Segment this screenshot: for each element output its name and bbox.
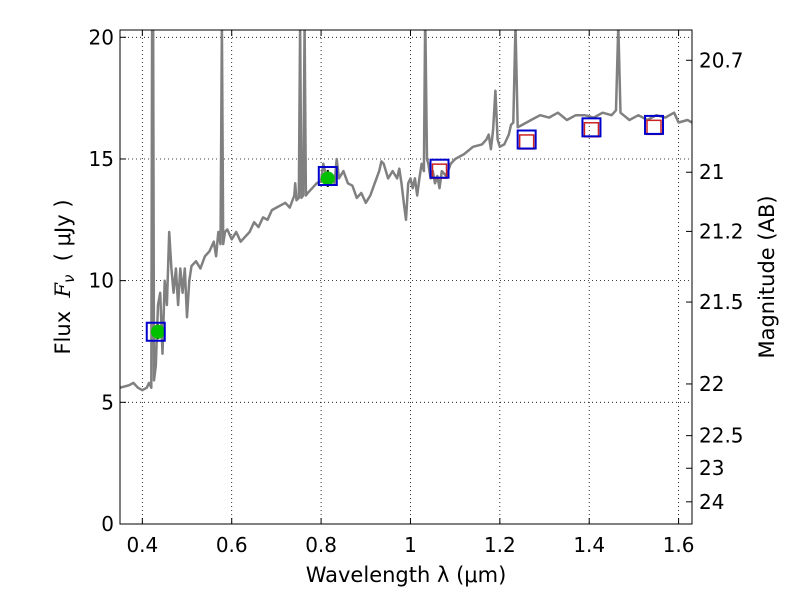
model-photometry-blue xyxy=(429,158,450,179)
x-tick-label: 1.2 xyxy=(484,533,516,557)
grid xyxy=(120,30,692,525)
model-photometry-red xyxy=(646,119,662,136)
y2-tick-label: 22 xyxy=(699,372,724,396)
model-photometry-blue xyxy=(644,114,665,135)
observed-point xyxy=(320,171,335,186)
y-tick-label: 20 xyxy=(89,25,114,49)
y2-tick-label: 24 xyxy=(699,490,724,514)
axis-ticks: 0.4 0.6 0.8 1 1.2 1.4 1.6 0 5 10 15 20 20.7 21 21.2 21.… xyxy=(89,25,744,557)
model-photometry-blue xyxy=(516,129,537,150)
x-tick-label: 1 xyxy=(404,533,417,557)
model-photometry-blue xyxy=(317,166,338,187)
x-axis-label: Wavelength λ (μm) xyxy=(306,563,507,587)
y-tick-label: 0 xyxy=(101,512,114,536)
y2-tick-label: 22.5 xyxy=(699,424,744,448)
observed-point xyxy=(150,324,165,339)
model-photometry-red xyxy=(583,122,600,138)
model-photometry-blue xyxy=(581,117,602,138)
plot-area xyxy=(120,30,692,392)
y-axis-label: Flux Fν ( μJy ) xyxy=(51,199,78,354)
y2-tick-label: 23 xyxy=(699,456,724,480)
plot-frame xyxy=(119,29,693,525)
x-tick-label: 1.6 xyxy=(663,533,695,557)
x-tick-label: 1.4 xyxy=(573,533,605,557)
x-tick-label: 0.6 xyxy=(216,533,248,557)
model-photometry-blue xyxy=(145,321,166,342)
y2-tick-label: 21 xyxy=(699,160,724,184)
y-tick-label: 15 xyxy=(89,147,114,171)
y-tick-label: 5 xyxy=(101,390,114,414)
x-tick-label: 0.4 xyxy=(126,533,158,557)
y2-tick-label: 20.7 xyxy=(699,48,744,72)
y-tick-label: 10 xyxy=(89,269,114,293)
y2-tick-label: 21.5 xyxy=(699,290,744,314)
x-tick-label: 0.8 xyxy=(305,533,337,557)
y2-axis-label: Magnitude (AB) xyxy=(755,195,779,358)
y2-tick-label: 21.2 xyxy=(699,219,744,243)
model-photometry-red xyxy=(518,134,535,150)
spectrum-line xyxy=(120,30,692,392)
markers xyxy=(145,114,665,342)
